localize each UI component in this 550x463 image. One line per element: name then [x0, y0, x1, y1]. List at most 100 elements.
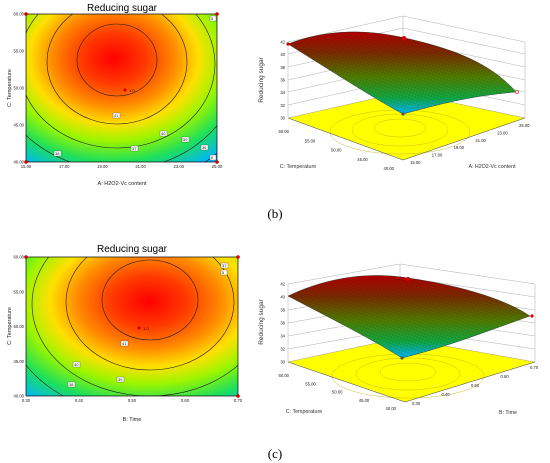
z-tick-label: 36 — [280, 321, 285, 326]
x-tick-label: 17.00 — [432, 153, 443, 158]
contour-label: 39 — [183, 137, 188, 142]
panel-label-b: (b) — [267, 206, 282, 221]
y-tick-label: 40.00 — [386, 406, 397, 411]
z-tick-label: 34 — [280, 90, 285, 95]
design-point — [286, 42, 290, 46]
z-tick-label: 30 — [280, 116, 285, 121]
axis-ticks: 15.00 17.00 19.00 21.00 23.00 25.00 40.00 45.00… — [14, 12, 223, 170]
x-tick-label: 0.40 — [442, 392, 451, 397]
y-tick-label: 40.00 — [384, 166, 395, 171]
x-tick-label: 0.50 — [471, 383, 480, 388]
contour-label: 38 — [69, 382, 74, 387]
contour-label: 39 — [118, 377, 123, 382]
contour-plot-a-c: Reducing sugar 1.0 41 40 39 38 37 36 5 5 — [7, 3, 223, 187]
x-tick-label: 0.70 — [530, 365, 539, 370]
z-tick-label: 38 — [280, 65, 285, 70]
design-points — [24, 12, 219, 164]
x-tick-label: 15.00 — [21, 164, 32, 169]
z-axis-label: Reducing sugar — [258, 298, 265, 344]
contour-label: 41 — [122, 341, 127, 346]
contour-lines — [26, 14, 217, 162]
box-front-edges — [287, 361, 536, 403]
design-point — [515, 90, 519, 94]
z-tick-label: 34 — [280, 334, 285, 339]
design-point — [400, 356, 404, 360]
y-tick-label: 55.00 — [14, 289, 25, 294]
contour-label: 41 — [114, 113, 119, 118]
contour-label: 38 — [55, 151, 60, 156]
panel-label-c: (c) — [268, 446, 282, 461]
surface-mesh — [288, 31, 516, 115]
contour-label: 40 — [161, 131, 166, 136]
x-axis-label: A: H2O2-Vc content — [468, 164, 516, 170]
contour-label: 37 — [132, 146, 137, 151]
design-point — [406, 277, 410, 281]
x-tick-label: 0.40 — [75, 398, 84, 403]
x-tick-label: 0.30 — [22, 398, 31, 403]
x-tick-label: 19.00 — [454, 145, 465, 150]
y-tick-label: 50.00 — [332, 390, 343, 395]
x-tick-label: 17.00 — [59, 164, 70, 169]
y-tick-label: 60.00 — [14, 12, 25, 17]
y-tick-label: 45.00 — [359, 398, 370, 403]
design-point-label: 5 — [211, 155, 214, 160]
plot-frame — [25, 13, 218, 163]
y-tick-label: 40.00 — [14, 160, 25, 165]
x-tick-label: 23.00 — [174, 164, 185, 169]
x-tick-label: 23.00 — [497, 130, 508, 135]
x-tick-label: 21.00 — [475, 138, 486, 143]
box-front-edges — [287, 117, 526, 161]
x-tick-label: 0.50 — [128, 398, 137, 403]
x-axis-label: A: H2O2-Vc content — [98, 181, 147, 187]
z-tick-label: 42 — [280, 40, 285, 45]
z-axis-label: Reducing sugar — [258, 56, 265, 102]
contour-fill — [26, 257, 238, 396]
x-tick-label: 21.00 — [135, 164, 146, 169]
x-tick-label: 19.00 — [97, 164, 108, 169]
y-tick-label: 50.00 — [331, 148, 342, 153]
x-tick-label: 25.00 — [212, 164, 223, 169]
y-axis-label: C: Temperature — [7, 69, 13, 107]
z-tick-label: 38 — [280, 308, 285, 313]
y-axis-label: C: Temperature — [7, 307, 13, 345]
z-tick-label: 42 — [280, 282, 285, 287]
y-tick-label: 45.00 — [14, 359, 25, 364]
y-tick-label: 55.00 — [305, 138, 316, 143]
z-tick-label: 30 — [280, 360, 285, 365]
contour-label: 37 — [222, 263, 227, 268]
center-label: 1.0 — [143, 326, 149, 331]
y-tick-label: 60.00 — [14, 255, 25, 260]
x-axis-label: B: Time — [499, 410, 517, 416]
z-tick-label: 32 — [280, 103, 285, 108]
axis-ticks: 30 32 34 36 38 40 42 60.00 55.00 50.00 45.00 40.00 1… — [279, 40, 531, 172]
design-points — [24, 255, 240, 398]
contour-plot-b-c: Reducing sugar 1.0 41 40 39 38 37 5 0.30… — [7, 244, 243, 423]
floor-contours — [331, 353, 485, 399]
surface-mesh — [288, 275, 530, 358]
x-tick-label: 0.60 — [501, 374, 510, 379]
center-label: 1.0 — [129, 88, 135, 93]
plot-frame — [25, 256, 239, 397]
contour-labels: 41 40 39 38 37 — [67, 262, 229, 388]
chart-title: Reducing sugar — [87, 3, 158, 14]
y-axis-label: C: Temperature — [280, 164, 316, 170]
y-tick-label: 50.00 — [14, 86, 25, 91]
axis-ticks: 30 32 34 36 38 40 42 60.00 55.00 50.00 45.00 40.00 0… — [279, 282, 539, 412]
x-tick-label: 0.60 — [181, 398, 190, 403]
surface-plot-b-c: 30 32 34 36 38 40 42 60.00 55.00 50.00 45.00 40.00 0… — [258, 263, 539, 416]
z-tick-label: 32 — [280, 347, 285, 352]
contour-label: 40 — [74, 362, 79, 367]
x-tick-label: 15.00 — [410, 160, 421, 165]
design-point — [402, 36, 406, 40]
design-point-label: 5 — [222, 270, 225, 275]
y-tick-label: 40.00 — [14, 394, 25, 399]
center-point — [137, 326, 141, 330]
z-tick-label: 40 — [280, 52, 285, 57]
y-tick-label: 45.00 — [14, 123, 25, 128]
center-point — [123, 88, 127, 92]
chart-title: Reducing sugar — [97, 244, 168, 255]
x-tick-label: 25.00 — [519, 123, 530, 128]
z-tick-label: 40 — [280, 295, 285, 300]
contour-lines — [26, 257, 238, 396]
